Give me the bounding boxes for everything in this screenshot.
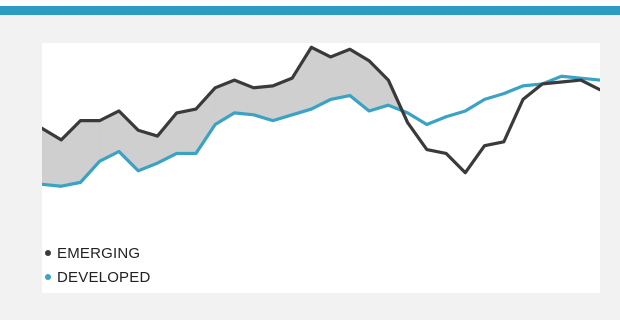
spread-fill-segment — [291, 46, 312, 116]
legend-item-emerging: EMERGING — [42, 241, 151, 265]
chart-legend: EMERGING DEVELOPED — [42, 241, 151, 289]
series-lines-layer — [42, 45, 600, 188]
spread-fill-segment — [176, 108, 197, 154]
header-accent-bar — [0, 6, 620, 15]
legend-marker-emerging — [45, 250, 51, 256]
legend-label-developed: DEVELOPED — [57, 268, 151, 286]
line-chart — [42, 45, 600, 188]
legend-label-emerging: EMERGING — [57, 244, 141, 262]
series-line-developed — [42, 74, 600, 188]
top-band — [0, 0, 620, 6]
chart-panel — [42, 43, 600, 293]
legend-marker-developed — [45, 274, 51, 280]
series-line-emerging — [42, 45, 600, 175]
legend-item-developed: DEVELOPED — [42, 265, 151, 289]
